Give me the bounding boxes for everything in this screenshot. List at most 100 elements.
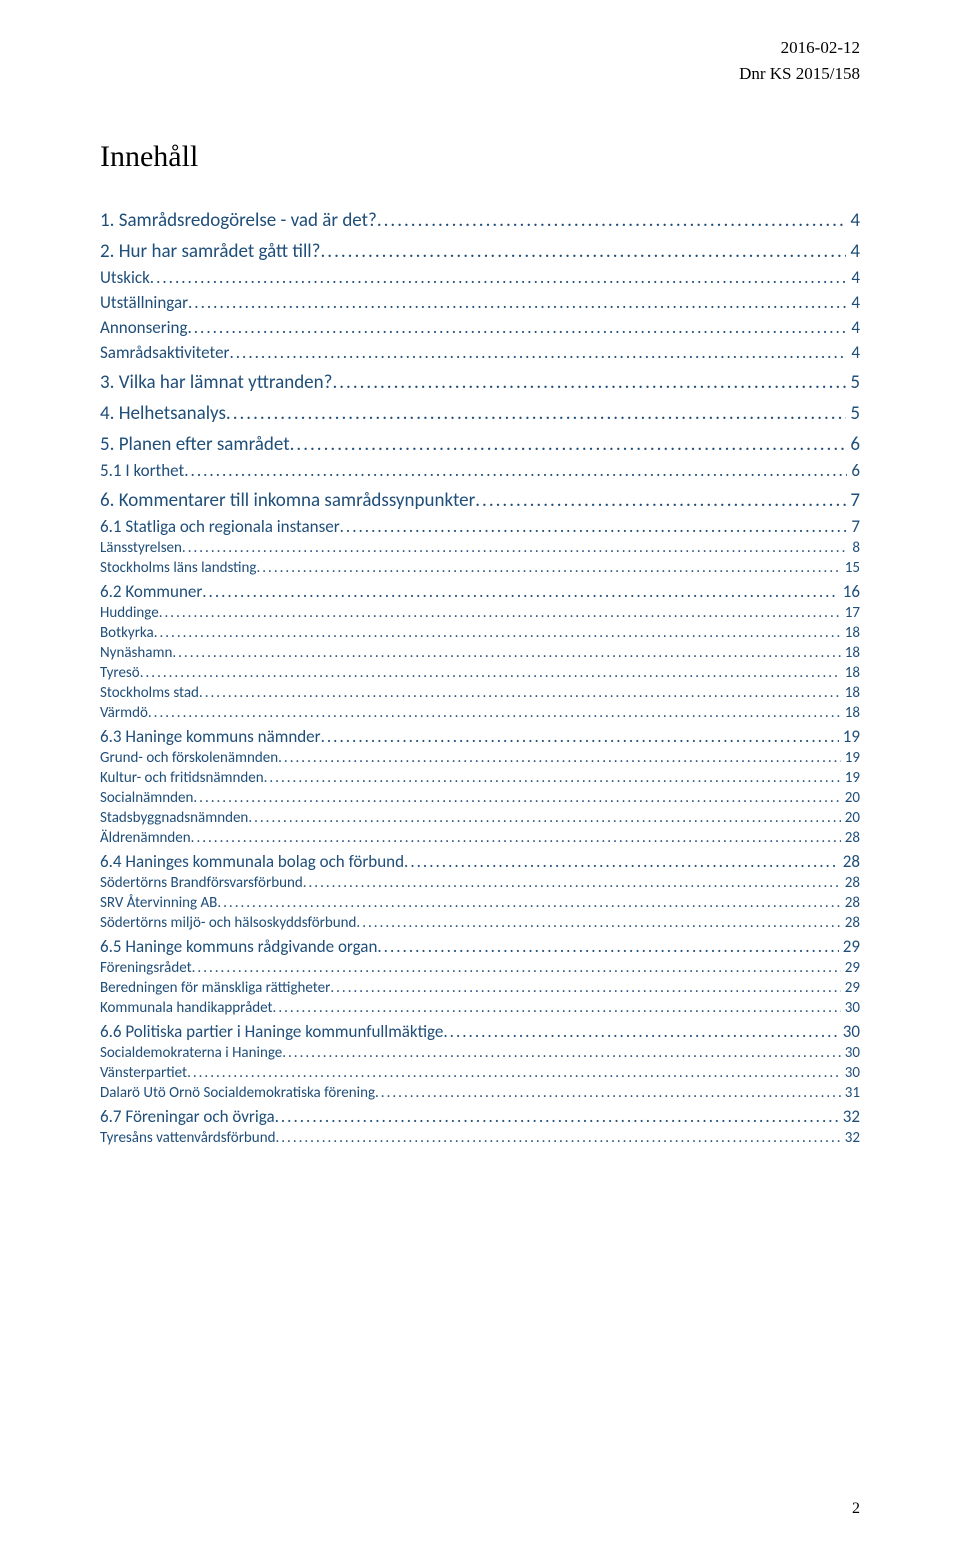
toc-entry[interactable]: Botkyrka 18 [100,624,860,642]
toc-entry-label: Botkyrka [100,624,154,642]
toc-entry[interactable]: 2. Hur har samrådet gått till?4 [100,240,860,263]
toc-entry-label: 1. Samrådsredogörelse - vad är det? [100,209,377,232]
toc-entry-page: 30 [841,999,860,1017]
toc-entry[interactable]: Dalarö Utö Ornö Socialdemokratiska fören… [100,1084,860,1102]
toc-entry-page: 19 [841,769,860,787]
toc-entry-label: Utställningar [100,292,188,313]
toc-entry[interactable]: SRV Återvinning AB 28 [100,894,860,912]
toc-entry[interactable]: Annonsering4 [100,317,860,338]
toc-leader-dots [187,317,847,338]
toc-entry[interactable]: Samrådsaktiviteter4 [100,342,860,363]
toc-entry-page: 28 [841,894,860,912]
toc-entry[interactable]: 5.1 I korthet 6 [100,460,860,481]
toc-entry[interactable]: Stockholms läns landsting15 [100,559,860,577]
toc-leader-dots [187,1064,841,1082]
toc-entry[interactable]: 6.7 Föreningar och övriga32 [100,1106,860,1127]
toc-entry-page: 32 [841,1129,860,1147]
toc-entry[interactable]: Stockholms stad18 [100,684,860,702]
toc-entry[interactable]: Utställningar4 [100,292,860,313]
toc-entry[interactable]: Äldrenämnden28 [100,829,860,847]
toc-entry-label: Huddinge [100,604,159,622]
toc-entry-page: 28 [839,851,860,872]
toc-entry-label: Vänsterpartiet [100,1064,187,1082]
toc-entry[interactable]: Grund- och förskolenämnden19 [100,749,860,767]
toc-leader-dots [475,489,846,512]
toc-entry-label: Kultur- och fritidsnämnden [100,769,264,787]
toc-leader-dots [275,1129,840,1147]
toc-leader-dots [148,704,841,722]
toc-entry-label: Värmdö [100,704,148,722]
toc-entry[interactable]: Socialdemokraterna i Haninge30 [100,1044,860,1062]
toc-entry-label: 6.2 Kommuner [100,581,202,602]
toc-entry-label: Utskick [100,267,150,288]
toc-entry-label: Beredningen för mänskliga rättigheter [100,979,330,997]
toc-entry-page: 29 [841,959,860,977]
toc-entry[interactable]: Föreningsrådet29 [100,959,860,977]
toc-entry[interactable]: 6.6 Politiska partier i Haninge kommunfu… [100,1021,860,1042]
toc-entry-page: 20 [841,809,860,827]
toc-entry[interactable]: Beredningen för mänskliga rättigheter29 [100,979,860,997]
toc-entry-page: 28 [841,829,860,847]
toc-leader-dots [191,829,841,847]
toc-entry[interactable]: Södertörns miljö- och hälsoskyddsförbund… [100,914,860,932]
toc-entry-page: 30 [841,1064,860,1082]
page-title: Innehåll [100,140,860,174]
toc-entry-page: 18 [841,624,860,642]
toc-entry-label: 6.7 Föreningar och övriga [100,1106,275,1127]
toc-leader-dots [375,1084,841,1102]
toc-leader-dots [264,769,841,787]
toc-leader-dots [332,371,846,394]
toc-entry[interactable]: Södertörns Brandförsvarsförbund28 [100,874,860,892]
toc-entry[interactable]: 6.5 Haninge kommuns rådgivande organ29 [100,936,860,957]
toc-entry-label: Socialnämnden [100,789,193,807]
toc-entry[interactable]: 4. Helhetsanalys5 [100,402,860,425]
toc-entry-label: Kommunala handikapprådet [100,999,273,1017]
toc-entry[interactable]: 6. Kommentarer till inkomna samrådssynpu… [100,489,860,512]
table-of-contents: 1. Samrådsredogörelse - vad är det? 4 2. H… [100,209,860,1147]
toc-entry-label: Dalarö Utö Ornö Socialdemokratiska fören… [100,1084,375,1102]
toc-entry-page: 29 [839,936,860,957]
toc-entry-page: 20 [841,789,860,807]
toc-entry[interactable]: Socialnämnden 20 [100,789,860,807]
toc-entry-label: 6. Kommentarer till inkomna samrådssynpu… [100,489,475,512]
toc-entry-label: 3. Vilka har lämnat yttranden? [100,371,332,394]
toc-entry[interactable]: Kultur- och fritidsnämnden 19 [100,769,860,787]
toc-entry[interactable]: Värmdö18 [100,704,860,722]
toc-entry[interactable]: Vänsterpartiet 30 [100,1064,860,1082]
toc-entry[interactable]: Kommunala handikapprådet 30 [100,999,860,1017]
toc-entry-page: 5 [846,402,860,425]
toc-entry-label: Stockholms stad [100,684,199,702]
toc-entry[interactable]: 6.1 Statliga och regionala instanser7 [100,516,860,537]
toc-entry[interactable]: 3. Vilka har lämnat yttranden?5 [100,371,860,394]
toc-entry[interactable]: Tyresö18 [100,664,860,682]
toc-leader-dots [182,539,848,557]
toc-leader-dots [443,1021,838,1042]
toc-entry-label: Stadsbyggnadsnämnden [100,809,248,827]
toc-entry[interactable]: 6.3 Haninge kommuns nämnder19 [100,726,860,747]
toc-leader-dots [202,581,839,602]
toc-entry[interactable]: Tyresåns vattenvårdsförbund32 [100,1129,860,1147]
toc-entry-page: 8 [848,539,860,557]
toc-entry[interactable]: Huddinge17 [100,604,860,622]
toc-entry[interactable]: 6.2 Kommuner16 [100,581,860,602]
toc-entry-label: Samrådsaktiviteter [100,342,229,363]
toc-leader-dots [229,342,847,363]
toc-entry-page: 6 [847,460,860,481]
toc-entry-page: 4 [847,317,860,338]
toc-entry-label: 6.1 Statliga och regionala instanser [100,516,340,537]
toc-entry[interactable]: Utskick4 [100,267,860,288]
toc-entry-label: 6.6 Politiska partier i Haninge kommunfu… [100,1021,443,1042]
toc-entry-page: 15 [841,559,860,577]
toc-entry-label: Länsstyrelsen [100,539,182,557]
toc-entry-page: 4 [846,209,860,232]
toc-entry[interactable]: 6.4 Haninges kommunala bolag och förbund… [100,851,860,872]
toc-entry[interactable]: Nynäshamn18 [100,644,860,662]
toc-entry[interactable]: Stadsbyggnadsnämnden 20 [100,809,860,827]
toc-leader-dots [154,624,841,642]
toc-entry[interactable]: Länsstyrelsen 8 [100,539,860,557]
toc-entry[interactable]: 1. Samrådsredogörelse - vad är det? 4 [100,209,860,232]
toc-entry-label: SRV Återvinning AB [100,894,217,912]
toc-entry[interactable]: 5. Planen efter samrådet6 [100,433,860,456]
toc-entry-label: 5.1 I korthet [100,460,184,481]
toc-leader-dots [193,789,840,807]
